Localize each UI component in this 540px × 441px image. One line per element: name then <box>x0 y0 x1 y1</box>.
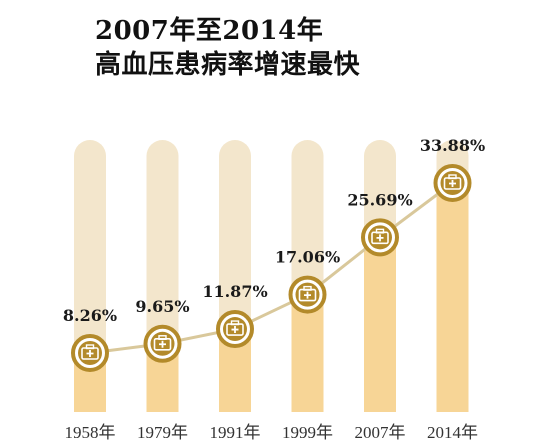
data-label: 25.69% <box>347 190 412 209</box>
chart-title-line2: 高血压患病率增速最快 <box>95 50 361 80</box>
chart-title: 2007年至2014年 高血压患病率增速最快 <box>95 14 360 82</box>
bar <box>364 237 396 412</box>
medical-kit-icon <box>143 324 182 363</box>
bar <box>291 294 324 412</box>
medical-kit-icon <box>216 310 254 349</box>
medical-kit-icon <box>361 218 399 257</box>
medical-kit-icon <box>71 334 109 372</box>
data-label: 11.87% <box>202 282 267 301</box>
x-tick-label: 1979年 <box>137 423 188 441</box>
medical-kit-icon <box>433 164 472 202</box>
data-label: 9.65% <box>135 297 189 316</box>
bar <box>436 183 469 412</box>
data-label: 17.06% <box>275 248 340 267</box>
x-tick-label: 1991年 <box>210 423 261 441</box>
x-tick-label: 1958年 <box>65 423 116 441</box>
x-tick-label: 2007年 <box>355 423 406 441</box>
x-tick-label: 2014年 <box>427 423 478 441</box>
medical-kit-icon <box>288 275 327 314</box>
data-label: 33.88% <box>420 136 485 155</box>
data-label: 8.26% <box>63 306 117 325</box>
chart-title-line1: 2007年至2014年 <box>95 16 324 46</box>
x-tick-label: 1999年 <box>282 423 333 441</box>
